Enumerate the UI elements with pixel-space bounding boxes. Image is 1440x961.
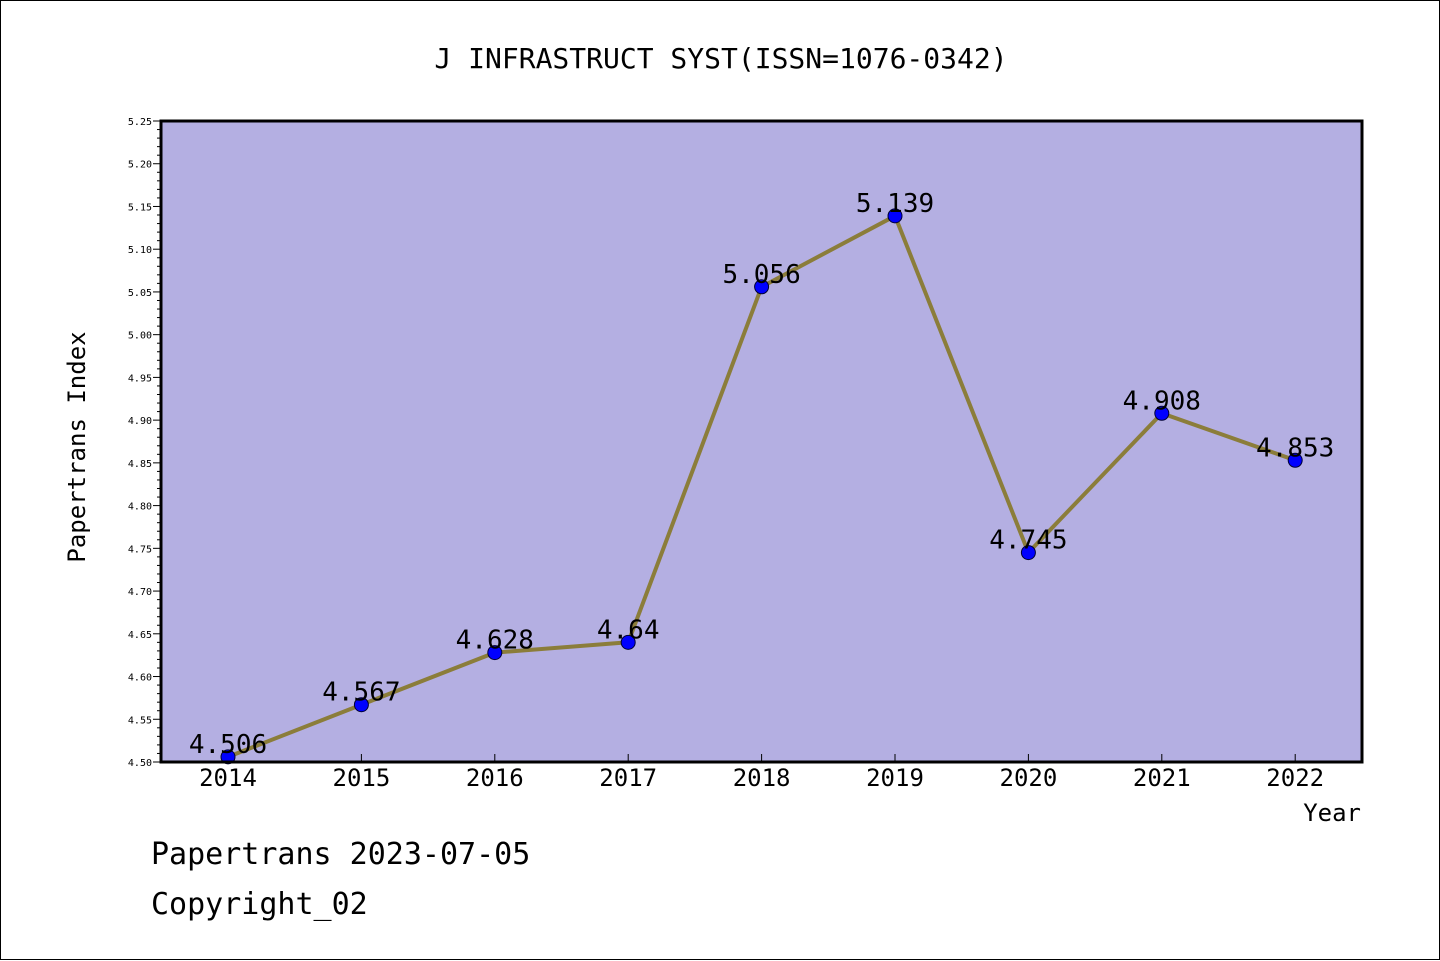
data-label: 4.567 xyxy=(322,678,400,708)
data-labels: 4.506 4.567 4.628 4.64 5.056 5.139 4.745 4.908 4… xyxy=(189,189,1334,760)
data-label: 4.908 xyxy=(1123,386,1201,416)
data-label: 5.139 xyxy=(856,189,934,219)
x-tick-label: 2018 xyxy=(733,764,791,792)
data-point xyxy=(620,634,636,650)
y-tick-label: 4.70 xyxy=(128,587,152,598)
data-point xyxy=(1020,545,1036,561)
x-tick-label: 2020 xyxy=(1000,764,1058,792)
plot-border xyxy=(159,119,1364,764)
y-tick-label: 5.25 xyxy=(128,117,152,128)
data-point xyxy=(1287,452,1303,468)
y-tick-label: 4.50 xyxy=(128,758,152,769)
data-label: 4.745 xyxy=(989,526,1067,556)
x-tick-label: 2016 xyxy=(466,764,524,792)
y-tick-label: 4.55 xyxy=(128,715,152,726)
y-tick-label: 4.60 xyxy=(128,673,152,684)
data-point xyxy=(887,208,903,224)
chart-title: J INFRASTRUCT SYST(ISSN=1076-0342) xyxy=(434,42,1007,75)
x-axis-title: Year xyxy=(1303,799,1361,827)
x-axis: 2014 2015 2016 2017 2018 2019 2020 2021 2022 xyxy=(199,754,1324,792)
footer-copyright: Copyright_02 xyxy=(151,887,368,922)
y-tick-label: 5.20 xyxy=(128,160,152,171)
plot-area xyxy=(161,121,1362,762)
x-tick-label: 2021 xyxy=(1133,764,1191,792)
data-label: 4.64 xyxy=(597,615,660,645)
data-label: 4.853 xyxy=(1256,433,1334,463)
x-tick-label: 2014 xyxy=(199,764,257,792)
x-tick-label: 2019 xyxy=(866,764,924,792)
data-label: 5.056 xyxy=(722,260,800,290)
x-tick-label: 2022 xyxy=(1266,764,1324,792)
data-point xyxy=(353,697,369,713)
y-tick-label: 5.05 xyxy=(128,288,152,299)
data-point xyxy=(754,279,770,295)
y-tick-label: 4.80 xyxy=(128,502,152,513)
y-tick-label: 4.95 xyxy=(128,373,152,384)
y-tick-label: 5.10 xyxy=(128,245,152,256)
y-axis-title: Papertrans Index xyxy=(63,331,91,562)
series-points xyxy=(220,208,1303,765)
data-label: 4.506 xyxy=(189,730,267,760)
x-tick-label: 2017 xyxy=(599,764,657,792)
y-tick-label: 4.90 xyxy=(128,416,152,427)
data-point xyxy=(1154,405,1170,421)
data-point xyxy=(220,749,236,765)
x-tick-label: 2015 xyxy=(333,764,391,792)
data-point xyxy=(487,645,503,661)
y-tick-label: 4.85 xyxy=(128,459,152,470)
y-tick-label: 4.65 xyxy=(128,630,152,641)
y-tick-label: 5.15 xyxy=(128,202,152,213)
footer-date: Papertrans 2023-07-05 xyxy=(151,837,531,872)
y-tick-label: 5.00 xyxy=(128,331,152,342)
y-tick-label: 4.75 xyxy=(128,544,152,555)
y-axis: 4.50 4.55 4.60 4.65 4.70 4.75 4.80 4.85 4.90 4.95… xyxy=(128,117,161,769)
data-label: 4.628 xyxy=(456,626,534,656)
